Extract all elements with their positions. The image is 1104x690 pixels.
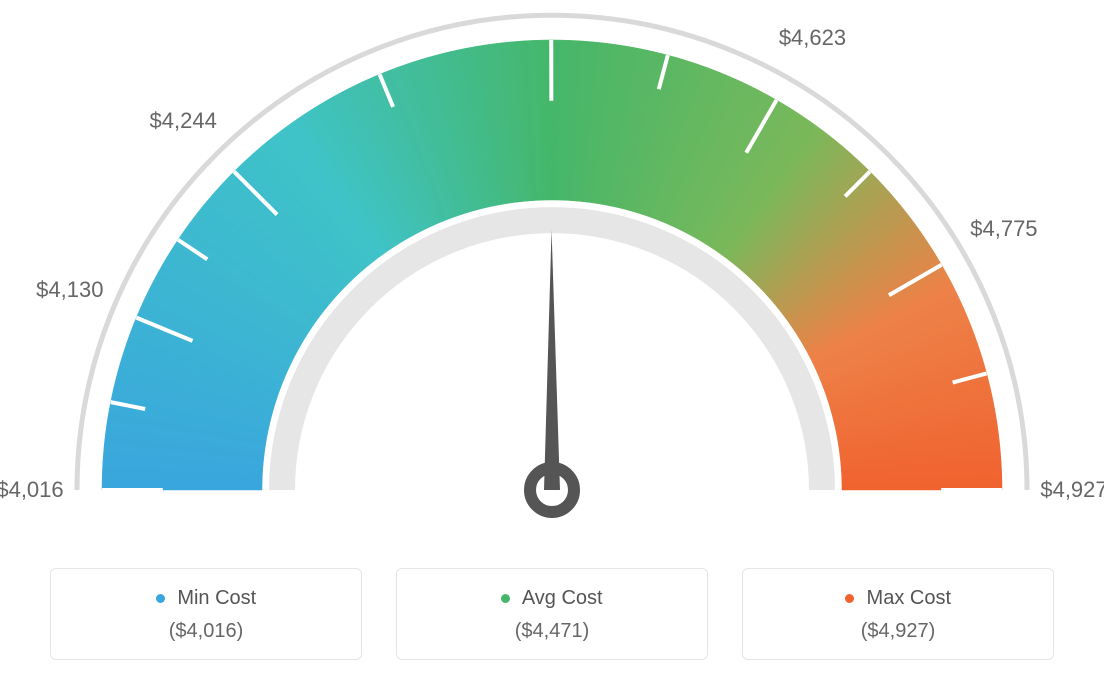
gauge-needle	[544, 230, 560, 490]
legend-dot	[156, 594, 165, 603]
legend-card-avg: Avg Cost ($4,471)	[396, 568, 708, 660]
legend-value: ($4,927)	[753, 620, 1043, 643]
gauge-chart-container: Min Cost ($4,016) Avg Cost ($4,471) Max …	[0, 0, 1104, 690]
legend-value: ($4,471)	[407, 620, 697, 643]
gauge-tick-label: $4,927	[1040, 477, 1104, 503]
gauge-tick-label: $4,775	[970, 216, 1037, 242]
gauge-tick-label: $4,623	[779, 25, 846, 51]
legend-card-min: Min Cost ($4,016)	[50, 568, 362, 660]
legend-title-text: Min Cost	[177, 587, 256, 609]
legend-dot	[501, 594, 510, 603]
legend-card-max: Max Cost ($4,927)	[742, 568, 1054, 660]
legend-title: Max Cost	[753, 587, 1043, 610]
legend-dot	[845, 594, 854, 603]
gauge-tick-label: $4,130	[36, 277, 103, 303]
legend-title: Avg Cost	[407, 587, 697, 610]
legend-row: Min Cost ($4,016) Avg Cost ($4,471) Max …	[0, 568, 1104, 660]
legend-value: ($4,016)	[61, 620, 351, 643]
legend-title-text: Max Cost	[867, 587, 951, 609]
legend-title: Min Cost	[61, 587, 351, 610]
gauge-tick-label: $4,244	[150, 108, 217, 134]
legend-title-text: Avg Cost	[522, 587, 603, 609]
gauge-tick-label: $4,016	[0, 477, 64, 503]
gauge-svg	[0, 0, 1104, 540]
